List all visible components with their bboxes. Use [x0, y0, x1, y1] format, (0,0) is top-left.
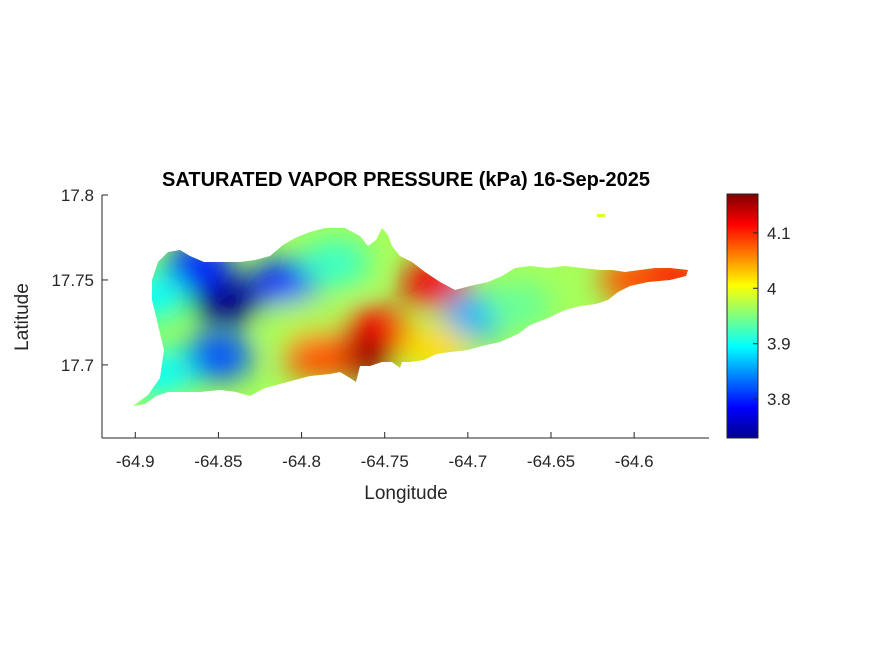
plot-area [133, 214, 688, 406]
colorbar: 3.8 3.9 4 4.1 [726, 193, 791, 439]
x-tick-label: -64.65 [527, 452, 575, 471]
heat-blob [300, 238, 369, 287]
heat-blob [400, 323, 469, 372]
colorbar-tick-label: 3.8 [767, 390, 791, 409]
islet-mark [597, 214, 605, 217]
x-tick-label: -64.6 [615, 452, 654, 471]
y-tick-label: 17.75 [51, 271, 94, 290]
colorbar-tick-label: 4.1 [767, 224, 791, 243]
colorbar-tick-label: 3.9 [767, 335, 791, 354]
x-axis-ticks: -64.9 -64.85 -64.8 -64.75 -64.7 -64.65 -64.6 [116, 432, 654, 471]
heat-blob [641, 250, 688, 299]
x-tick-label: -64.85 [194, 452, 242, 471]
colorbar-frame [726, 193, 759, 439]
colorbar-ticks: 3.8 3.9 4 4.1 [753, 224, 791, 409]
chart-title: SATURATED VAPOR PRESSURE (kPa) 16-Sep-20… [162, 169, 650, 191]
x-tick-label: -64.7 [448, 452, 487, 471]
y-tick-label: 17.8 [61, 186, 94, 205]
y-tick-label: 17.7 [61, 356, 94, 375]
x-axis-label: Longitude [364, 483, 447, 504]
heat-blob [483, 281, 552, 330]
colorbar-gradient [727, 194, 758, 438]
heat-blob [250, 259, 319, 308]
heat-blob [133, 349, 195, 398]
heat-field [133, 238, 688, 398]
island-base-fill [133, 228, 688, 406]
x-tick-label: -64.9 [116, 452, 155, 471]
colorbar-tick-label: 4 [767, 279, 776, 298]
x-tick-label: -64.8 [282, 452, 321, 471]
island-heatmap [133, 228, 688, 406]
x-tick-label: -64.75 [361, 452, 409, 471]
heat-blob [284, 332, 353, 381]
heat-blob [133, 272, 186, 321]
y-axis-label: Latitude [12, 283, 33, 351]
heat-blob [184, 332, 253, 381]
y-axis-ticks: 17.7 17.75 17.8 [51, 186, 108, 375]
